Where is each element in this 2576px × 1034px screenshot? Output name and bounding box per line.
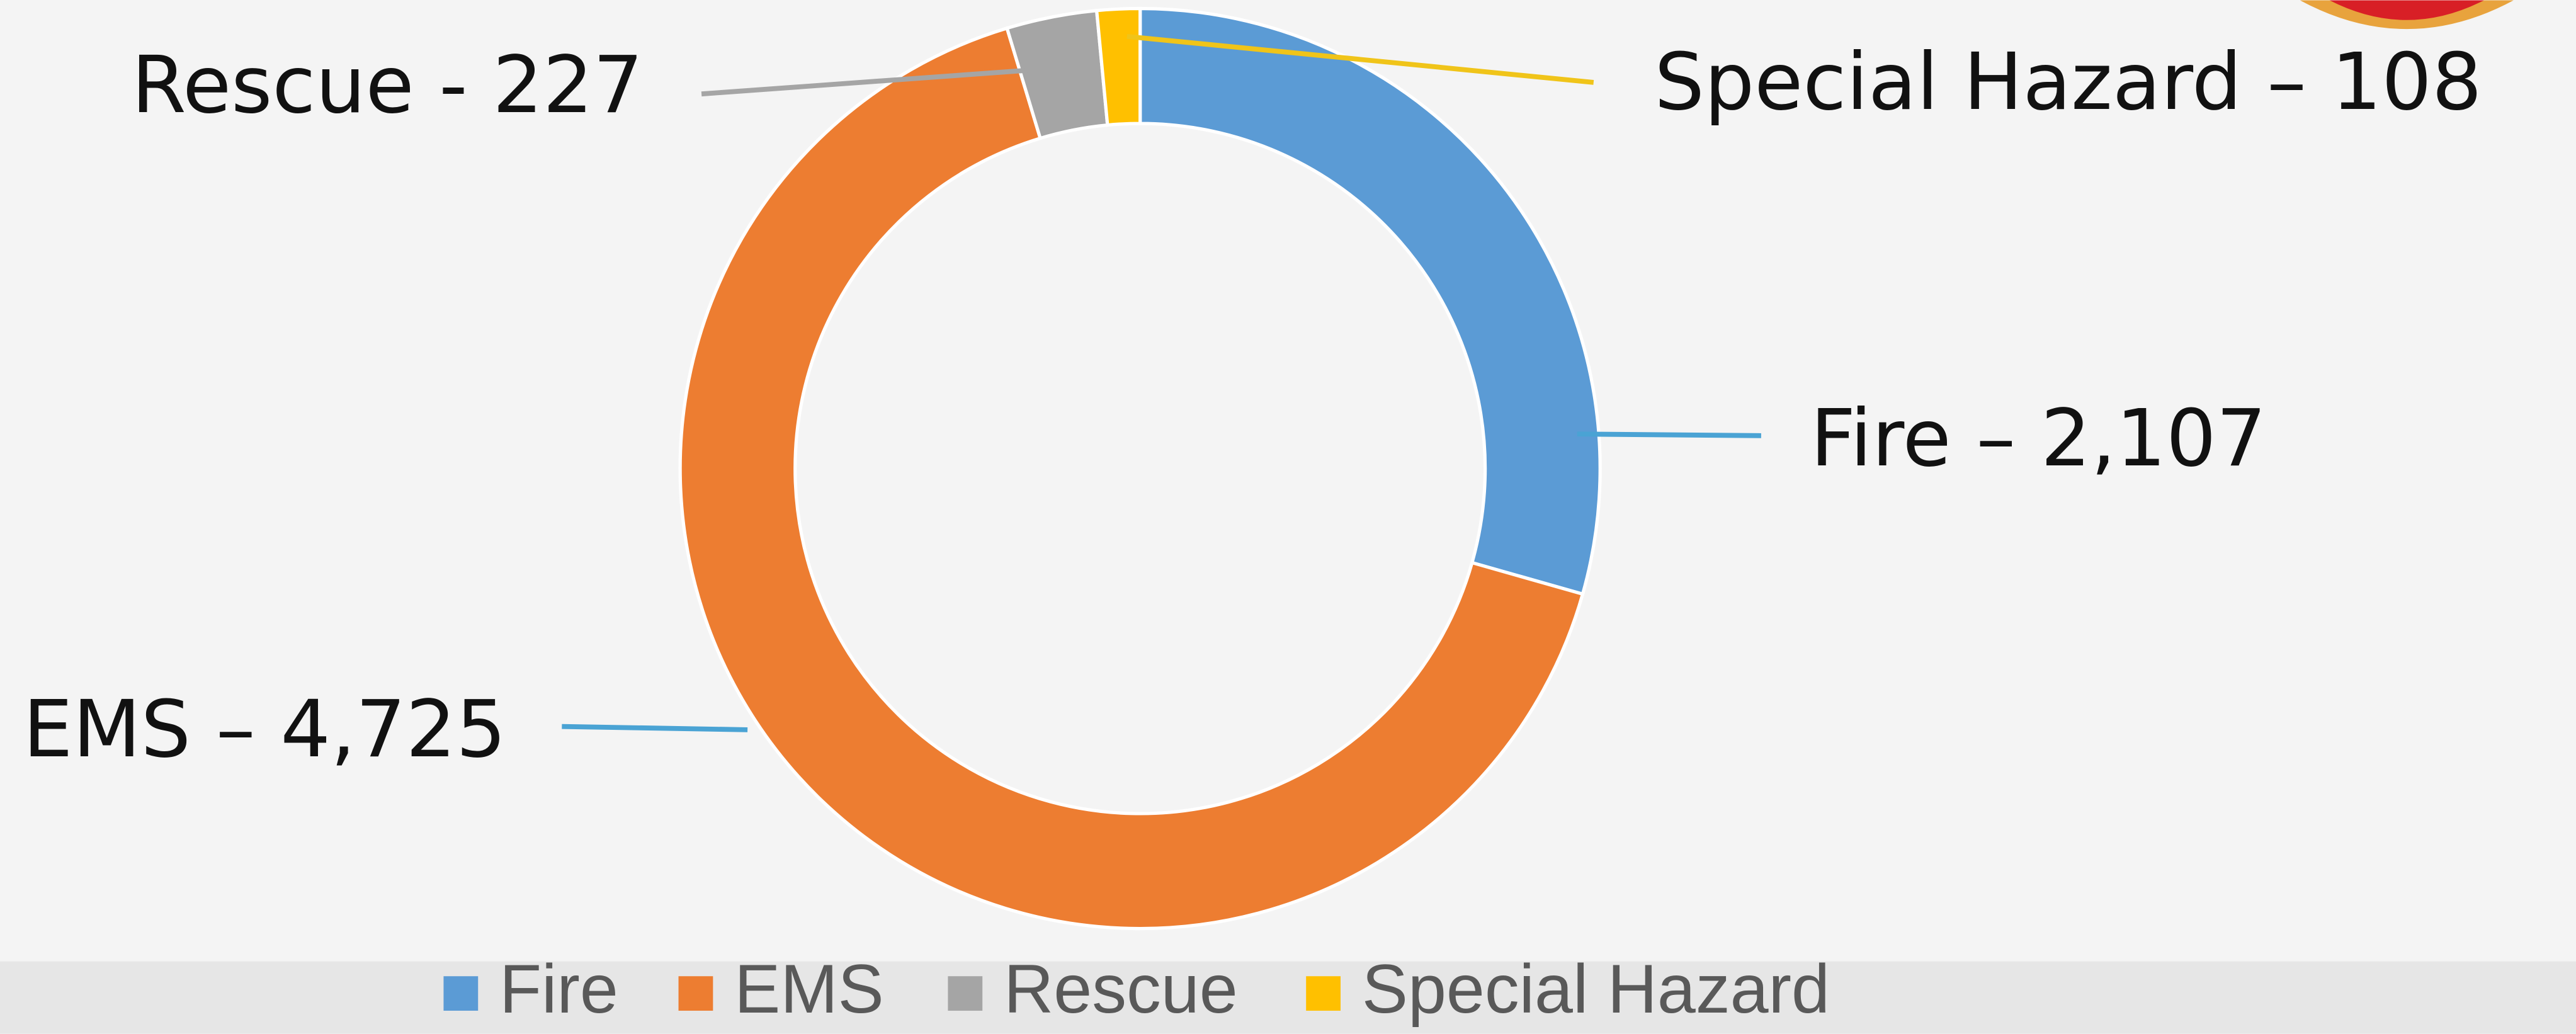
legend-label: EMS xyxy=(734,951,883,1028)
legend-band xyxy=(0,961,2576,1034)
logo-inner xyxy=(2329,0,2484,20)
donut-segment xyxy=(1138,6,1602,596)
legend-swatch xyxy=(678,976,713,1011)
legend-label: Special Hazard xyxy=(1362,951,1830,1028)
leader-line xyxy=(701,67,1042,97)
data-label: Fire – 2,107 xyxy=(1810,392,2266,484)
donut-segment xyxy=(678,26,1585,931)
leader-line xyxy=(562,724,748,732)
leader-line xyxy=(1126,33,1594,85)
data-label: EMS – 4,725 xyxy=(23,683,506,775)
legend-label: Rescue xyxy=(1004,951,1238,1028)
legend-swatch xyxy=(948,976,983,1011)
leader-line xyxy=(1577,431,1761,438)
legend-swatch xyxy=(443,976,479,1011)
legend-swatch xyxy=(1306,976,1341,1011)
legend-label: Fire xyxy=(499,951,618,1028)
data-label: Rescue - 227 xyxy=(132,39,644,131)
data-label: Special Hazard – 108 xyxy=(1654,36,2482,128)
